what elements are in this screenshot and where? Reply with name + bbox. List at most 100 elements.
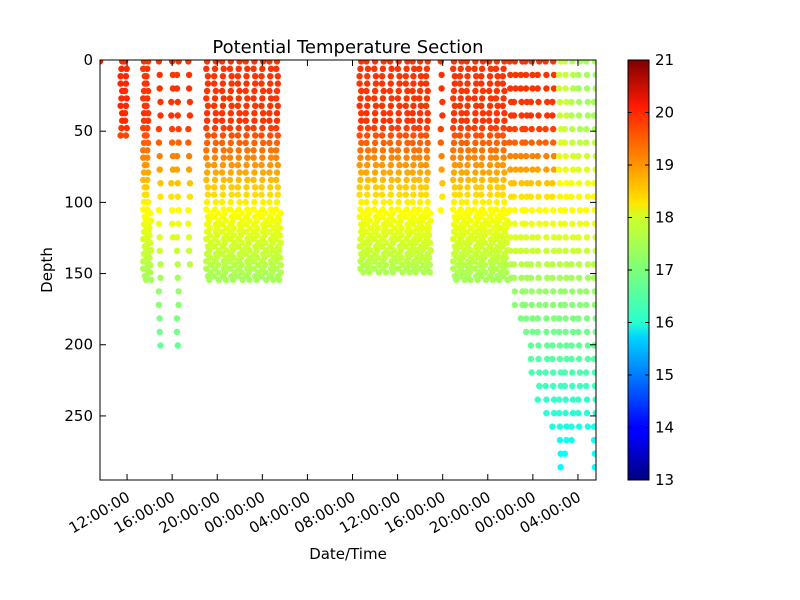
scatter-point: [549, 180, 556, 187]
scatter-point: [357, 154, 364, 161]
scatter-point: [117, 132, 124, 139]
scatter-point: [422, 80, 430, 87]
scatter-point: [404, 198, 411, 206]
scatter-point: [211, 147, 219, 154]
scatter-point: [388, 147, 395, 154]
scatter-point: [220, 154, 227, 161]
scatter-point: [536, 220, 543, 227]
scatter-point: [396, 132, 403, 139]
scatter-point: [203, 65, 210, 73]
scatter-point: [499, 80, 506, 87]
scatter-point: [358, 169, 365, 176]
scatter-point: [399, 261, 406, 269]
scatter-point: [371, 147, 378, 154]
scatter-point: [561, 369, 568, 376]
scatter-point: [583, 382, 590, 390]
scatter-point: [155, 125, 163, 133]
scatter-point: [371, 198, 379, 206]
scatter-point: [510, 274, 518, 281]
scatter-point: [174, 98, 181, 106]
scatter-point: [479, 87, 487, 95]
scatter-point: [395, 87, 402, 95]
scatter-point: [212, 60, 219, 65]
scatter-point: [378, 132, 386, 139]
scatter-point: [591, 464, 596, 471]
scatter-point: [450, 124, 457, 132]
scatter-point: [144, 147, 151, 154]
scatter-point: [356, 102, 363, 110]
scatter-point: [258, 80, 265, 87]
scatter-point: [356, 213, 363, 221]
scatter-point: [512, 71, 519, 79]
scatter-point: [250, 235, 257, 243]
scatter-point: [404, 60, 411, 65]
scatter-point: [568, 193, 575, 200]
scatter-point: [584, 193, 591, 200]
scatter-point: [450, 65, 457, 73]
scatter-point: [185, 207, 192, 214]
scatter-point: [250, 65, 257, 73]
scatter-point: [399, 269, 406, 276]
scatter-point: [258, 132, 265, 139]
scatter-point: [218, 87, 226, 95]
scatter-point: [226, 147, 234, 154]
scatter-point: [168, 125, 176, 133]
scatter-point: [527, 112, 535, 119]
scatter-point: [258, 102, 265, 110]
scatter-point: [356, 80, 363, 87]
scatter-point: [157, 98, 164, 106]
scatter-point: [472, 117, 479, 124]
scatter-point: [456, 80, 464, 87]
scatter-point: [556, 193, 564, 200]
scatter-point: [244, 124, 251, 132]
scatter-point: [395, 198, 402, 206]
scatter-point: [556, 355, 564, 363]
scatter-point: [259, 65, 266, 73]
scatter-point: [371, 176, 378, 184]
scatter-point: [556, 423, 564, 430]
scatter-point: [382, 269, 390, 276]
scatter-point: [409, 60, 416, 65]
scatter-point: [416, 169, 424, 176]
scatter-point: [518, 98, 525, 106]
scatter-point: [411, 176, 418, 184]
scatter-point: [228, 80, 235, 87]
scatter-point: [511, 220, 518, 227]
scatter-point: [494, 132, 501, 139]
scatter-point: [387, 132, 394, 139]
scatter-point: [562, 234, 569, 241]
scatter-point: [417, 191, 425, 198]
scatter-point: [394, 124, 402, 132]
scatter-point: [371, 95, 378, 102]
scatter-point: [544, 193, 551, 200]
scatter-point: [356, 73, 363, 80]
colorbar-tick-label: 14: [655, 419, 674, 437]
scatter-point: [542, 125, 549, 133]
scatter-point: [396, 191, 403, 198]
scatter-point: [471, 206, 478, 213]
scatter-point: [486, 250, 493, 258]
scatter-point: [416, 235, 423, 243]
scatter-point: [424, 169, 431, 176]
scatter-point: [464, 184, 471, 191]
scatter-point: [236, 60, 243, 65]
scatter-point: [463, 169, 470, 176]
scatter-point: [478, 73, 485, 80]
scatter-point: [203, 258, 210, 265]
scatter-point: [211, 161, 218, 169]
scatter-point: [356, 243, 363, 250]
scatter-point: [143, 191, 150, 198]
scatter-point: [364, 176, 372, 184]
scatter-point: [575, 234, 582, 241]
scatter-point: [211, 213, 218, 221]
scatter-point: [555, 152, 563, 160]
scatter-point: [592, 328, 596, 336]
scatter-point: [372, 191, 380, 198]
scatter-point: [464, 102, 471, 110]
scatter-point: [250, 258, 257, 265]
scatter-point: [395, 139, 402, 147]
scatter-point: [259, 124, 266, 132]
scatter-point: [568, 274, 575, 281]
scatter-point: [456, 102, 464, 110]
scatter-point: [584, 261, 591, 268]
